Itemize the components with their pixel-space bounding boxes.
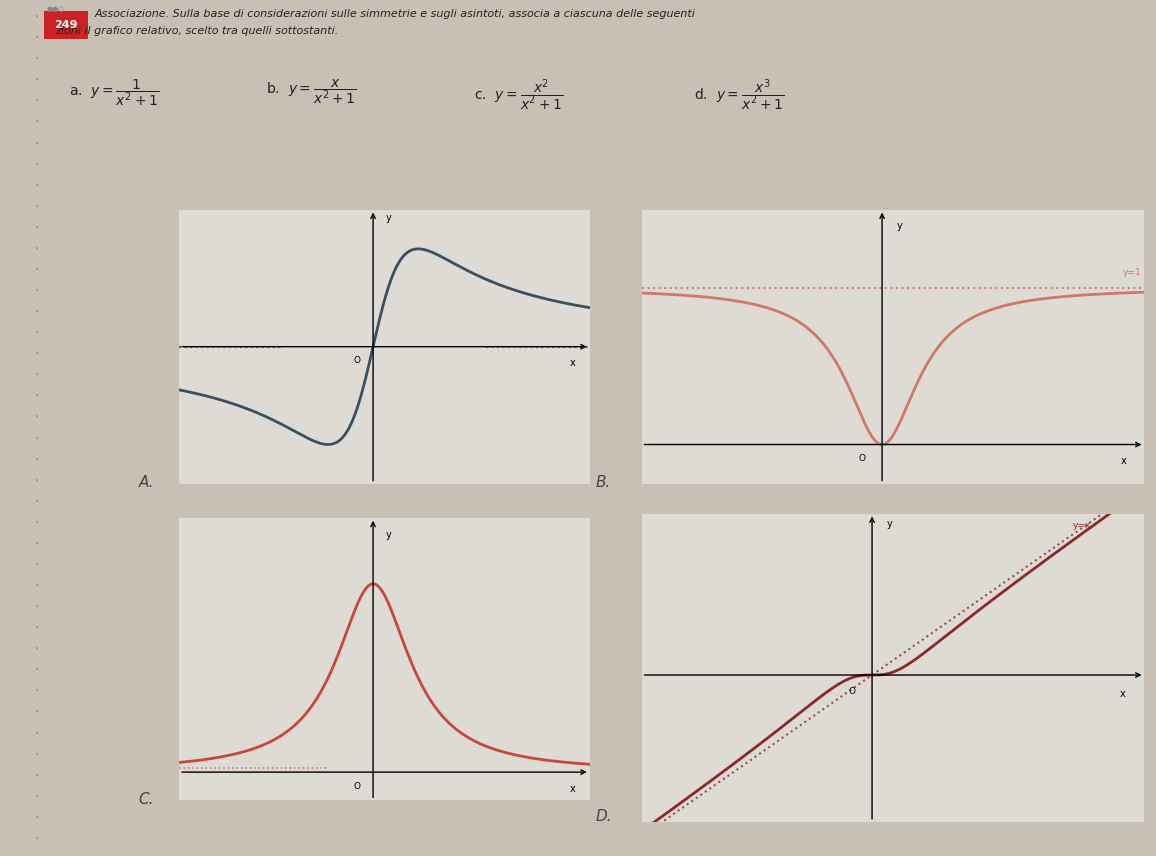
Text: a.  $y=\dfrac{1}{x^2+1}$: a. $y=\dfrac{1}{x^2+1}$ (69, 77, 160, 108)
Text: y: y (385, 212, 391, 223)
Text: x: x (1120, 455, 1126, 466)
Text: ·: · (35, 747, 39, 762)
Text: ·: · (35, 642, 39, 657)
Text: ·: · (35, 74, 39, 87)
Text: ·: · (35, 453, 39, 467)
Text: ·: · (35, 137, 39, 151)
Text: B.: B. (595, 475, 610, 490)
Text: ·: · (35, 431, 39, 445)
Text: ·: · (35, 31, 39, 45)
Text: ·: · (35, 727, 39, 740)
Text: 249: 249 (54, 20, 77, 30)
Text: O: O (859, 454, 866, 463)
Text: x: x (1120, 688, 1126, 698)
Text: O: O (354, 782, 361, 791)
Text: zioni il grafico relativo, scelto tra quelli sottostanti.: zioni il grafico relativo, scelto tra qu… (55, 26, 339, 36)
Text: ·: · (35, 811, 39, 825)
Text: ·: · (35, 411, 39, 425)
Text: ·: · (35, 537, 39, 551)
Text: ·: · (35, 326, 39, 340)
Text: ·: · (35, 832, 39, 846)
Text: ·: · (35, 158, 39, 171)
Text: ·: · (35, 116, 39, 129)
Text: ·: · (35, 10, 39, 24)
Text: ·: · (35, 284, 39, 298)
Text: ·: · (35, 263, 39, 277)
Text: ·: · (35, 516, 39, 530)
Text: Associazione. Sulla base di considerazioni sulle simmetrie e sugli asintoti, ass: Associazione. Sulla base di considerazio… (95, 9, 696, 19)
Text: ·: · (35, 473, 39, 488)
Text: ·: · (35, 389, 39, 403)
Text: ·: · (35, 558, 39, 572)
Text: ·: · (35, 221, 39, 235)
Text: y=1: y=1 (1122, 269, 1141, 277)
Text: c.  $y=\dfrac{x^2}{x^2+1}$: c. $y=\dfrac{x^2}{x^2+1}$ (474, 77, 563, 113)
Text: ·: · (35, 579, 39, 593)
Text: ·: · (35, 790, 39, 804)
Text: ·: · (35, 305, 39, 319)
Text: O: O (354, 356, 361, 366)
Text: ·: · (35, 199, 39, 214)
Text: b.  $y=\dfrac{x}{x^2+1}$: b. $y=\dfrac{x}{x^2+1}$ (266, 77, 356, 106)
Text: ·: · (35, 348, 39, 361)
Text: ·: · (35, 663, 39, 677)
Text: ·: · (35, 705, 39, 719)
Text: ·: · (35, 685, 39, 698)
Text: ·: · (35, 242, 39, 256)
Text: ·: · (35, 621, 39, 635)
Text: ·: · (35, 368, 39, 383)
Text: ·: · (35, 769, 39, 782)
Text: A.: A. (139, 475, 154, 490)
Text: ·: · (35, 52, 39, 66)
Text: ●●○: ●●○ (46, 6, 65, 12)
Text: O: O (849, 687, 855, 696)
Text: x: x (570, 784, 576, 794)
Text: C.: C. (139, 792, 154, 807)
Text: y: y (897, 221, 903, 230)
Text: D.: D. (595, 809, 612, 824)
Text: ·: · (35, 179, 39, 193)
Text: y: y (887, 519, 892, 528)
Text: y=x: y=x (1073, 521, 1091, 530)
Text: ·: · (35, 94, 39, 109)
Text: d.  $y=\dfrac{x^3}{x^2+1}$: d. $y=\dfrac{x^3}{x^2+1}$ (694, 77, 784, 113)
Text: x: x (570, 358, 576, 368)
Text: ·: · (35, 495, 39, 508)
Text: ·: · (35, 600, 39, 614)
Text: y: y (385, 530, 391, 540)
